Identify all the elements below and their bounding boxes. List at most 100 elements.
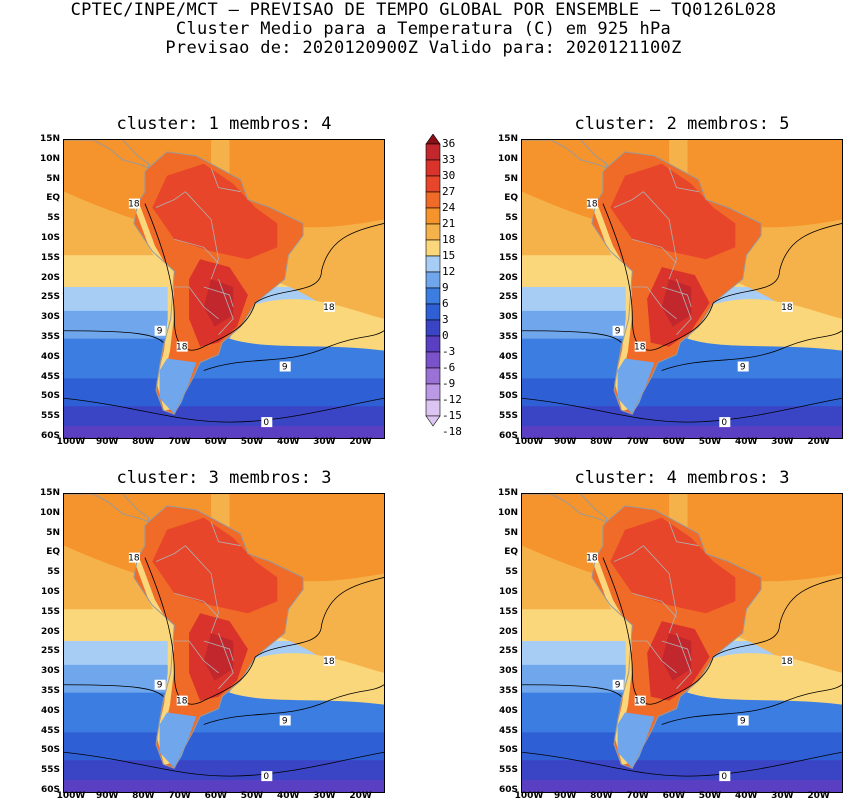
lat-tick-label: 45S — [498, 371, 518, 382]
lat-tick-label: 40S — [40, 351, 60, 362]
contour-label: 18 — [586, 198, 598, 210]
lat-tick-label: 5N — [504, 527, 518, 538]
lat-tick-label: 55S — [498, 765, 518, 776]
country-border — [185, 545, 219, 634]
contour-label-text: 9 — [157, 327, 163, 337]
lat-tick-label: 40S — [498, 705, 518, 716]
contour-label-text: 18 — [781, 303, 793, 313]
colorbar-label: -6 — [442, 361, 456, 374]
colorbar-segment — [425, 207, 441, 225]
lon-tick-label: 40W — [734, 437, 758, 447]
contour-18-east — [203, 577, 384, 701]
map-panel-cluster-2: 18 9 18 18 9 0 — [521, 139, 843, 439]
colorbar-label: 30 — [442, 169, 456, 182]
lat-tick-label: 60S — [498, 431, 518, 441]
colorbar-label: 24 — [442, 201, 456, 214]
lat-tick-label: EQ — [504, 547, 518, 558]
lat-tick-label: 25S — [498, 292, 518, 303]
lat-tick-label: EQ — [46, 193, 60, 204]
contour-label-bg — [323, 655, 335, 666]
contour-9-east — [203, 684, 384, 725]
patagonia-cool — [617, 712, 655, 769]
lat-tick-label: 25S — [40, 646, 60, 657]
contour-9-east — [661, 330, 842, 371]
coastline — [133, 505, 304, 769]
lon-tick-label: 30W — [313, 791, 336, 801]
lat-tick-label: 20S — [498, 626, 518, 637]
contour-label: 0 — [719, 771, 731, 782]
contour-label-text: 18 — [586, 200, 598, 210]
contour-label-text: 18 — [323, 303, 335, 313]
contour-label: 18 — [176, 695, 188, 707]
lat-tick-label: 10N — [39, 153, 60, 164]
contour-0 — [522, 751, 842, 777]
lat-tick-label: 5S — [47, 213, 60, 224]
lat-tick-label: 5S — [505, 213, 518, 224]
contour-label-text: 0 — [721, 418, 727, 428]
temperature-band — [522, 406, 842, 428]
colorbar-segment — [425, 351, 441, 369]
lon-tick-label: 80W — [590, 437, 613, 447]
contour-label-text: 0 — [721, 772, 727, 782]
country-border — [661, 286, 692, 308]
colorbar-segment — [425, 271, 441, 289]
country-border — [632, 238, 677, 264]
lon-tick-label: 90W — [95, 791, 119, 801]
country-border — [676, 278, 692, 335]
lat-tick-label: 50S — [40, 391, 60, 402]
lat-tick-label: 10N — [497, 153, 518, 164]
lon-tick-label: 90W — [553, 437, 577, 447]
contour-18-east — [661, 577, 842, 701]
lat-tick-label: EQ — [46, 547, 60, 558]
country-border — [185, 191, 219, 280]
contour-9-east — [661, 684, 842, 725]
contour-label: 9 — [612, 325, 624, 337]
country-border — [210, 167, 241, 193]
equatorial-warm-area — [229, 494, 384, 582]
contour-label-bg — [586, 552, 598, 563]
colorbar-label: 12 — [442, 265, 456, 278]
contour-label: 9 — [612, 679, 624, 691]
lat-tick-label: 20S — [40, 272, 60, 283]
coastline-central-america — [64, 140, 150, 169]
contour-label-bg — [719, 417, 731, 428]
contour-label-bg — [154, 325, 166, 336]
contour-18-east — [661, 223, 842, 347]
map-panel-cluster-3: 18 9 18 18 9 0 — [63, 493, 385, 793]
contour-label-bg — [279, 361, 291, 372]
country-border — [613, 191, 644, 208]
contour-label-bg — [612, 325, 624, 336]
lon-tick-label: 30W — [771, 791, 794, 801]
map-panel-cluster-1: 18 9 18 18 9 0 — [63, 139, 385, 439]
lat-tick-label: 5S — [47, 567, 60, 578]
country-border — [203, 640, 234, 662]
contour-18-west — [602, 557, 662, 705]
country-border — [643, 191, 677, 280]
contour-9-west — [64, 330, 164, 343]
contour-label-text: 18 — [176, 697, 188, 707]
colorbar-segment — [425, 239, 441, 257]
atlantic-cool-area — [229, 299, 384, 351]
lat-tick-label: 35S — [498, 686, 518, 696]
coastline — [591, 151, 762, 415]
lat-tick-label: 60S — [498, 785, 518, 795]
contour-label-text: 9 — [282, 716, 288, 726]
equatorial-warm-area — [687, 494, 842, 582]
hot-core-north — [152, 163, 278, 260]
country-border — [676, 632, 692, 689]
coastline-central-america — [64, 494, 150, 523]
lat-tick-label: 60S — [40, 431, 60, 441]
contour-0 — [522, 397, 842, 423]
lon-tick-label: 30W — [313, 437, 336, 447]
contour-18-west — [602, 203, 662, 351]
country-border — [210, 521, 241, 547]
country-border — [632, 286, 677, 320]
lat-tick-label: 10S — [40, 587, 60, 597]
lon-tick-label: 50W — [698, 791, 722, 801]
colorbar-segment — [425, 255, 441, 273]
contour-label-bg — [634, 341, 646, 352]
colorbar-label: 36 — [442, 137, 456, 150]
contour-9-east — [203, 330, 384, 371]
contour-9-west — [64, 684, 164, 697]
country-border — [632, 640, 677, 674]
